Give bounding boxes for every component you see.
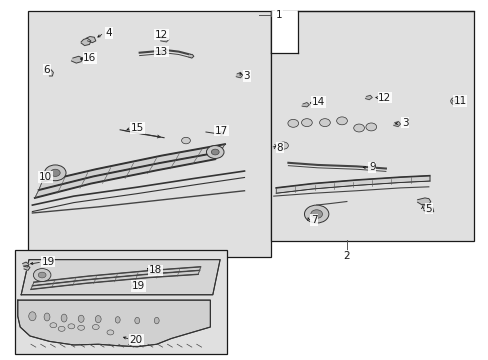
Polygon shape [422, 204, 433, 213]
Polygon shape [22, 262, 29, 267]
Text: 8: 8 [276, 143, 283, 153]
Bar [131, 282, 138, 288]
Circle shape [287, 120, 298, 127]
Text: 14: 14 [311, 97, 325, 107]
Text: 2: 2 [343, 251, 349, 261]
Text: 1: 1 [275, 10, 282, 20]
Circle shape [181, 137, 190, 144]
Polygon shape [276, 176, 429, 193]
Circle shape [301, 119, 312, 127]
Polygon shape [302, 103, 309, 107]
Text: 20: 20 [129, 334, 142, 345]
Text: 10: 10 [39, 172, 52, 182]
Circle shape [304, 205, 328, 223]
Text: 4: 4 [105, 28, 112, 38]
Polygon shape [393, 122, 400, 127]
Ellipse shape [115, 317, 120, 323]
Polygon shape [35, 152, 220, 198]
Polygon shape [18, 300, 210, 347]
Circle shape [58, 326, 65, 331]
Polygon shape [39, 144, 224, 190]
Circle shape [38, 272, 46, 278]
Polygon shape [48, 69, 53, 76]
Bar [271, 12, 298, 53]
Ellipse shape [61, 314, 67, 322]
Text: 5: 5 [425, 204, 431, 214]
Polygon shape [236, 72, 242, 78]
Text: 11: 11 [452, 96, 466, 106]
Text: 12: 12 [378, 93, 391, 103]
Circle shape [50, 323, 57, 328]
Bar [271, 12, 473, 241]
Circle shape [319, 119, 330, 127]
Polygon shape [71, 56, 82, 63]
Polygon shape [417, 198, 430, 205]
Polygon shape [31, 270, 199, 289]
Circle shape [68, 324, 75, 329]
Ellipse shape [95, 316, 101, 323]
Circle shape [353, 124, 364, 132]
Text: 3: 3 [243, 71, 250, 81]
Polygon shape [188, 54, 193, 58]
Circle shape [211, 149, 219, 155]
Bar [27, 12, 271, 257]
Circle shape [50, 169, 60, 176]
Text: 15: 15 [130, 123, 143, 133]
Polygon shape [365, 95, 371, 100]
Text: 12: 12 [155, 30, 168, 40]
Ellipse shape [78, 315, 84, 322]
Text: 16: 16 [83, 53, 96, 63]
Bar [15, 250, 227, 354]
Ellipse shape [29, 312, 36, 321]
Text: 17: 17 [215, 126, 228, 135]
Text: 19: 19 [131, 281, 144, 291]
Text: 7: 7 [310, 215, 317, 225]
Ellipse shape [154, 318, 159, 324]
Text: 13: 13 [155, 46, 168, 57]
Circle shape [453, 99, 458, 103]
Circle shape [78, 325, 84, 330]
Polygon shape [160, 38, 168, 42]
Text: 3: 3 [401, 118, 408, 128]
Ellipse shape [135, 318, 140, 324]
Ellipse shape [44, 313, 50, 321]
Polygon shape [32, 267, 200, 286]
Text: 6: 6 [43, 64, 50, 75]
Polygon shape [21, 260, 220, 295]
Circle shape [92, 324, 99, 329]
Circle shape [310, 210, 322, 219]
Polygon shape [81, 39, 91, 45]
Circle shape [450, 97, 461, 105]
Polygon shape [86, 37, 96, 42]
Circle shape [33, 269, 51, 282]
Circle shape [44, 165, 66, 181]
Circle shape [278, 142, 288, 149]
Polygon shape [24, 265, 30, 270]
Circle shape [107, 330, 114, 335]
Text: 18: 18 [149, 265, 162, 275]
Circle shape [336, 117, 346, 125]
Text: 19: 19 [41, 257, 55, 267]
Circle shape [206, 145, 224, 158]
Text: 9: 9 [368, 162, 375, 172]
Circle shape [365, 123, 376, 131]
